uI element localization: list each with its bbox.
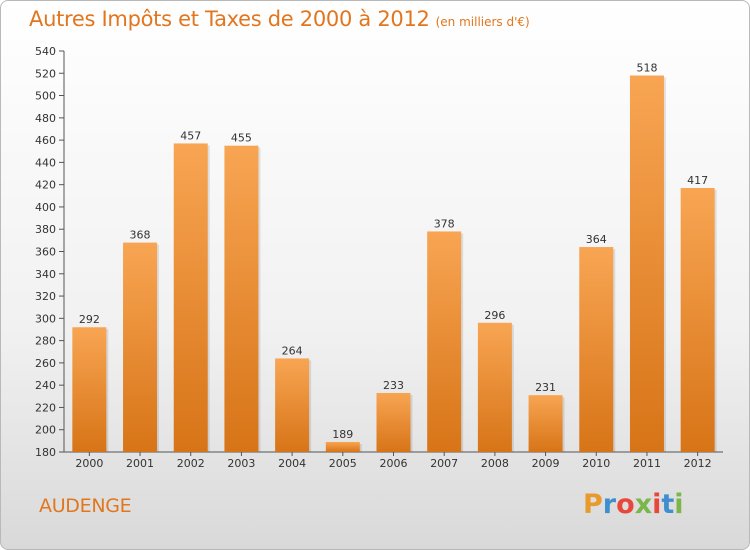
commune-name: AUDENGE	[39, 495, 132, 517]
y-tick-label: 180	[35, 446, 56, 459]
x-tick-label: 2008	[481, 457, 509, 470]
bar-value-label: 189	[332, 428, 353, 441]
bar	[173, 143, 208, 453]
x-tick-label: 2000	[75, 457, 103, 470]
bar-value-label: 518	[636, 62, 657, 75]
logo-letter: x	[634, 489, 653, 520]
proxiti-logo: Proxiti	[583, 489, 684, 520]
bar-value-label: 296	[484, 309, 505, 322]
chart-subtitle: (en milliers d'€)	[435, 15, 530, 29]
y-tick-label: 380	[35, 223, 56, 236]
bar-value-label: 364	[586, 233, 607, 246]
bar-value-label: 233	[383, 379, 404, 392]
y-tick-label: 400	[35, 201, 56, 214]
bar-value-label: 292	[79, 313, 100, 326]
x-tick-label: 2007	[430, 457, 458, 470]
bar-value-label: 455	[231, 132, 252, 145]
bar	[376, 392, 411, 452]
bar	[477, 322, 512, 452]
x-tick-label: 2004	[278, 457, 306, 470]
bar	[224, 145, 259, 453]
bar	[325, 441, 360, 452]
x-tick-label: 2012	[684, 457, 712, 470]
x-tick-label: 2011	[633, 457, 661, 470]
bar-value-label: 231	[535, 381, 556, 394]
bar	[275, 358, 310, 452]
y-tick-label: 300	[35, 312, 56, 325]
x-tick-label: 2010	[582, 457, 610, 470]
bar	[72, 327, 107, 452]
y-tick-label: 420	[35, 179, 56, 192]
y-tick-label: 280	[35, 335, 56, 348]
bar	[528, 395, 563, 452]
bar-value-label: 368	[130, 229, 151, 242]
y-tick-label: 360	[35, 246, 56, 259]
x-tick-label: 2006	[380, 457, 408, 470]
x-tick-label: 2001	[126, 457, 154, 470]
logo-letter: t	[661, 489, 675, 520]
bar-value-label: 457	[180, 129, 201, 142]
y-tick-label: 540	[35, 45, 56, 58]
y-tick-label: 520	[35, 67, 56, 80]
y-tick-label: 440	[35, 156, 56, 169]
logo-letter: o	[616, 489, 635, 520]
bar	[579, 247, 614, 452]
x-tick-label: 2005	[329, 457, 357, 470]
logo-letter: r	[602, 489, 617, 520]
y-tick-label: 480	[35, 112, 56, 125]
chart-title: Autres Impôts et Taxes de 2000 à 2012 (en…	[29, 7, 530, 31]
y-tick-label: 200	[35, 424, 56, 437]
bar-value-label: 264	[282, 344, 303, 357]
y-tick-label: 260	[35, 357, 56, 370]
bar	[629, 75, 664, 452]
bar	[427, 231, 462, 452]
bar	[123, 242, 158, 452]
y-tick-label: 340	[35, 268, 56, 281]
y-tick-label: 240	[35, 379, 56, 392]
y-tick-label: 220	[35, 401, 56, 414]
x-tick-label: 2003	[227, 457, 255, 470]
bar-value-label: 417	[687, 174, 708, 187]
y-tick-label: 500	[35, 90, 56, 103]
x-tick-label: 2009	[532, 457, 560, 470]
bar	[680, 188, 715, 452]
bar-value-label: 378	[434, 217, 455, 230]
y-tick-label: 460	[35, 134, 56, 147]
logo-letter: i	[674, 489, 684, 520]
x-tick-label: 2002	[177, 457, 205, 470]
logo-letter: P	[583, 489, 603, 520]
logo-letter: i	[652, 489, 662, 520]
y-tick-label: 320	[35, 290, 56, 303]
